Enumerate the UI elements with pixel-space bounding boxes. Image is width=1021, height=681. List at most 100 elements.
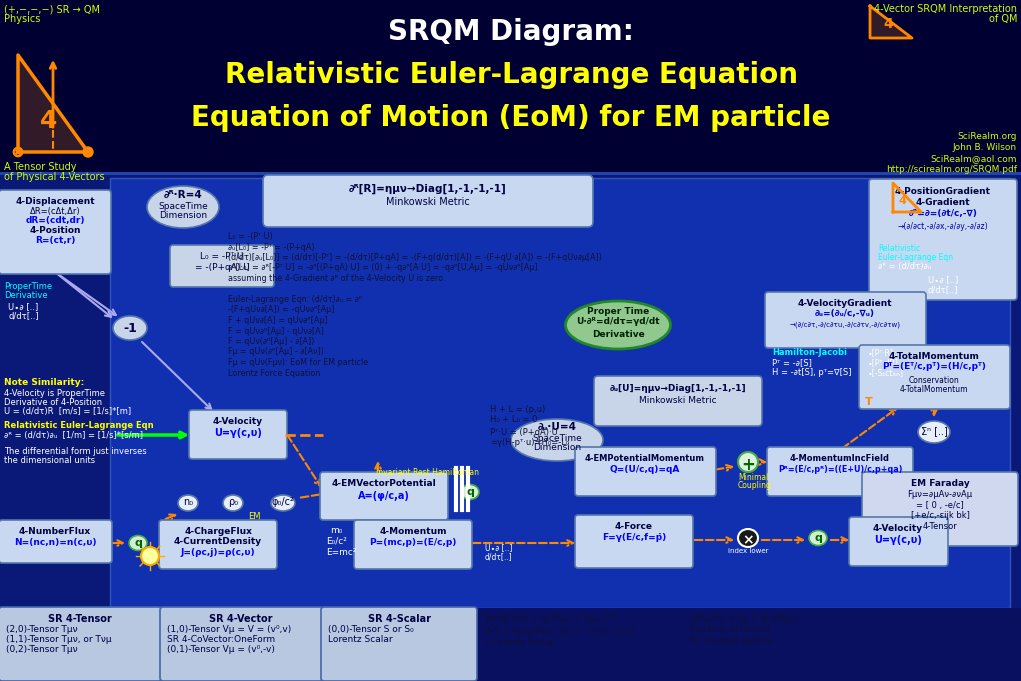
Text: 4-Vector SRQM Interpretation: 4-Vector SRQM Interpretation xyxy=(874,4,1017,14)
Text: Q=(U/c,q)=qA: Q=(U/c,q)=qA xyxy=(610,465,680,474)
Text: m₀: m₀ xyxy=(330,526,342,535)
Text: (1,1)-Tensor Tμν, or Tνμ: (1,1)-Tensor Tμν, or Tνμ xyxy=(6,635,111,644)
Text: H + L = (p,u): H + L = (p,u) xyxy=(490,405,545,414)
FancyBboxPatch shape xyxy=(869,179,1017,300)
Text: Coupling: Coupling xyxy=(738,481,772,490)
Text: Fμ = qUν(∂ᴿ[Aμ] - ∂[Aν]): Fμ = qUν(∂ᴿ[Aμ] - ∂[Aν]) xyxy=(228,347,324,356)
Text: Minimal: Minimal xyxy=(738,473,769,482)
Text: SR 4-Tensor: SR 4-Tensor xyxy=(48,614,112,624)
FancyBboxPatch shape xyxy=(765,292,926,348)
Text: -1: -1 xyxy=(124,322,137,335)
FancyBboxPatch shape xyxy=(862,472,1018,546)
FancyBboxPatch shape xyxy=(0,190,111,274)
Text: Σⁿ [..]: Σⁿ [..] xyxy=(921,426,947,436)
Text: ∂ᴿ[L₀] = ∂ᴿ[-Pᵀ·U] = -∂ᴿ[(P+qA)·U] = (0) + -q∂ᴿ[A·U] = -q∂ᴿ[U,Aμ] = -qUν∂ᴿ[Aμ]: ∂ᴿ[L₀] = ∂ᴿ[-Pᵀ·U] = -∂ᴿ[(P+qA)·U] = (0)… xyxy=(228,264,538,272)
Text: φ₀/c²: φ₀/c² xyxy=(272,497,294,507)
Ellipse shape xyxy=(918,421,950,443)
Text: = [ 0 , -e/c]: = [ 0 , -e/c] xyxy=(916,501,964,510)
Text: (+,−,−,−) SR → QM: (+,−,−,−) SR → QM xyxy=(4,4,100,14)
Ellipse shape xyxy=(738,452,758,472)
Text: ∂ᵤ=(∂ᵤ/c,-∇ᵤ): ∂ᵤ=(∂ᵤ/c,-∇ᵤ) xyxy=(815,309,875,318)
Text: q: q xyxy=(466,487,474,497)
Text: 4: 4 xyxy=(898,196,906,206)
Text: (dPμ/dτ) = Fμ = qUν(Fμν): (dPμ/dτ) = Fμ = qUν(Fμν) xyxy=(690,614,798,623)
Text: q: q xyxy=(814,533,822,543)
Text: SR 4-CoVector:OneForm: SR 4-CoVector:OneForm xyxy=(167,635,275,644)
Ellipse shape xyxy=(271,495,295,511)
Text: F = qUν∂ᴿ[Aμ] - qUν∂[A]: F = qUν∂ᴿ[Aμ] - qUν∂[A] xyxy=(228,326,324,336)
Text: SpaceTime: SpaceTime xyxy=(158,202,208,211)
Text: (0,2)-Tensor Tμν: (0,2)-Tensor Tμν xyxy=(6,645,78,654)
Text: Fμ = qUν(Fμν): EoM for EM particle: Fμ = qUν(Fμν): EoM for EM particle xyxy=(228,358,369,367)
FancyBboxPatch shape xyxy=(160,607,323,681)
Text: ∂ᵤ[U]=ημν→Diag[1,-1,-1,-1]: ∂ᵤ[U]=ημν→Diag[1,-1,-1,-1] xyxy=(610,384,746,393)
Text: EM Faraday: EM Faraday xyxy=(911,479,969,488)
Ellipse shape xyxy=(566,301,671,349)
Bar xyxy=(0,0,1021,175)
Text: 4-Force: 4-Force xyxy=(615,522,653,531)
FancyBboxPatch shape xyxy=(0,520,112,563)
FancyBboxPatch shape xyxy=(767,447,913,496)
Text: ∙[Pᵀ·R]: ∙[Pᵀ·R] xyxy=(868,348,894,357)
Ellipse shape xyxy=(510,419,603,461)
Bar xyxy=(110,178,1010,608)
Text: 4-Displacement: 4-Displacement xyxy=(15,197,95,206)
Text: 4-Tensor: 4-Tensor xyxy=(923,522,958,531)
Text: E₀/c²: E₀/c² xyxy=(326,537,347,546)
Text: →(∂/∂ct,-∂/∂x,-∂/∂y,-∂/∂z): →(∂/∂ct,-∂/∂x,-∂/∂y,-∂/∂z) xyxy=(897,222,988,231)
Text: 4-Velocity is ProperTime: 4-Velocity is ProperTime xyxy=(4,389,105,398)
Text: ∙[Pᵀ·dR]: ∙[Pᵀ·dR] xyxy=(868,358,898,367)
Text: John B. Wilson: John B. Wilson xyxy=(953,143,1017,152)
Polygon shape xyxy=(18,55,88,152)
Text: n₀: n₀ xyxy=(183,497,193,507)
Text: SR 4-Vector: SR 4-Vector xyxy=(209,614,273,624)
Text: H₀ + L₀ = 0: H₀ + L₀ = 0 xyxy=(490,415,537,424)
Text: L₀ = -Pᵀ·U: L₀ = -Pᵀ·U xyxy=(200,252,244,261)
Bar xyxy=(0,172,1021,175)
Text: ΔR=(cΔt,Δr): ΔR=(cΔt,Δr) xyxy=(30,207,81,216)
Text: Relativistic Euler-Lagrange Equation: Relativistic Euler-Lagrange Equation xyxy=(225,61,797,89)
Ellipse shape xyxy=(461,484,479,499)
Text: U=γ(c,υ): U=γ(c,υ) xyxy=(874,535,922,545)
Text: 4-ChargeFlux: 4-ChargeFlux xyxy=(184,527,252,536)
Text: assuming the 4-Gradient ∂ᴿ of the 4-Velocity U is zero.: assuming the 4-Gradient ∂ᴿ of the 4-Velo… xyxy=(228,274,445,283)
FancyBboxPatch shape xyxy=(354,520,472,569)
Text: T: T xyxy=(865,397,873,407)
Text: =γ(H-pᵀ·u)=H₀=-L₀: =γ(H-pᵀ·u)=H₀=-L₀ xyxy=(490,438,570,447)
Text: A=(φ/c,a): A=(φ/c,a) xyxy=(358,491,410,501)
Text: q: q xyxy=(134,538,142,548)
Text: Euler-Lagrange Eqn: (d/dτ)∂ᵤ = ∂ᴿ: Euler-Lagrange Eqn: (d/dτ)∂ᵤ = ∂ᴿ xyxy=(228,295,362,304)
Text: U∙∂ [..]: U∙∂ [..] xyxy=(485,543,513,552)
Ellipse shape xyxy=(147,186,218,228)
Text: d/dτ[..]: d/dτ[..] xyxy=(485,552,513,561)
Text: A Tensor Study: A Tensor Study xyxy=(4,162,77,172)
Text: 4-EMPotentialMomentum: 4-EMPotentialMomentum xyxy=(585,454,704,463)
Polygon shape xyxy=(870,6,912,38)
Text: P=(mc,p)=(E/c,p): P=(mc,p)=(E/c,p) xyxy=(370,538,456,547)
Text: U = (d/dτ)R  [m/s] = [1/s]*[m]: U = (d/dτ)R [m/s] = [1/s]*[m] xyxy=(4,407,131,416)
Text: Relativistic Euler-Lagrange Eqn: Relativistic Euler-Lagrange Eqn xyxy=(4,421,153,430)
Text: ρ₀: ρ₀ xyxy=(228,497,238,507)
Text: 4-Gradient: 4-Gradient xyxy=(916,198,970,207)
Text: SRQM Diagram:: SRQM Diagram: xyxy=(388,18,634,46)
Text: ∂ᴿ·R=4: ∂ᴿ·R=4 xyxy=(163,190,202,200)
Text: Equation of Motion (EoM) for EM particle: Equation of Motion (EoM) for EM particle xyxy=(191,104,831,132)
Text: dR=(cdt,dr): dR=(cdt,dr) xyxy=(26,216,85,225)
Text: Equation of motion: Equation of motion xyxy=(690,625,770,634)
Text: F + qUν∂[A] = qUν∂ᴿ[Aμ]: F + qUν∂[A] = qUν∂ᴿ[Aμ] xyxy=(228,316,328,325)
FancyBboxPatch shape xyxy=(849,517,949,566)
Text: Dimension: Dimension xyxy=(159,211,207,220)
Text: of Physical 4-Vectors: of Physical 4-Vectors xyxy=(4,172,104,182)
Text: 4-NumberFlux: 4-NumberFlux xyxy=(19,527,91,536)
Text: ∂ᴿ = (d/dτ)∂ᵤ  [1/m] = [1/s]*[s/m]: ∂ᴿ = (d/dτ)∂ᵤ [1/m] = [1/s]*[s/m] xyxy=(4,431,143,440)
FancyBboxPatch shape xyxy=(321,607,477,681)
Text: ∂ᵤ·U=4: ∂ᵤ·U=4 xyxy=(537,422,577,432)
Circle shape xyxy=(83,147,93,157)
Text: ∂ᵤ[L₀] = -Pᵀ = -(P+qA): ∂ᵤ[L₀] = -Pᵀ = -(P+qA) xyxy=(228,242,314,251)
FancyBboxPatch shape xyxy=(575,447,716,496)
Text: Derivative: Derivative xyxy=(4,291,48,300)
Text: U∙∂ᴿ=d/dτ=γd/dt: U∙∂ᴿ=d/dτ=γd/dt xyxy=(576,317,660,326)
Text: 4-MomentumIncField: 4-MomentumIncField xyxy=(790,454,890,463)
FancyBboxPatch shape xyxy=(575,515,693,568)
Text: -(F+qUν∂[A]) = -qUν∂ᴿ[Aμ]: -(F+qUν∂[A]) = -qUν∂ᴿ[Aμ] xyxy=(228,306,335,315)
